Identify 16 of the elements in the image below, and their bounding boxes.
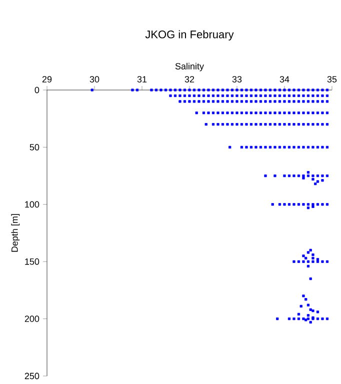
y-tick-label: 50 [30, 144, 40, 150]
y-tick-label: 200 [24, 316, 40, 322]
x-axis-title: Salinity [175, 62, 204, 72]
x-tick-label: 31 [137, 76, 147, 82]
y-axis-title: Depth [m] [11, 214, 20, 252]
y-tick-label: 100 [25, 201, 40, 208]
x-tick-label: 29 [42, 76, 52, 82]
x-tick-label: 35 [327, 76, 337, 82]
y-tick-label: 0 [34, 86, 40, 94]
chart-title: JKOG in February [145, 30, 234, 40]
y-tick-label: 250 [24, 372, 40, 380]
x-tick-label: 34 [280, 76, 290, 82]
y-tick-label: 150 [25, 258, 40, 265]
x-tick-label: 30 [90, 76, 100, 82]
x-tick-label: 33 [232, 76, 242, 82]
x-tick-label: 32 [184, 76, 194, 82]
